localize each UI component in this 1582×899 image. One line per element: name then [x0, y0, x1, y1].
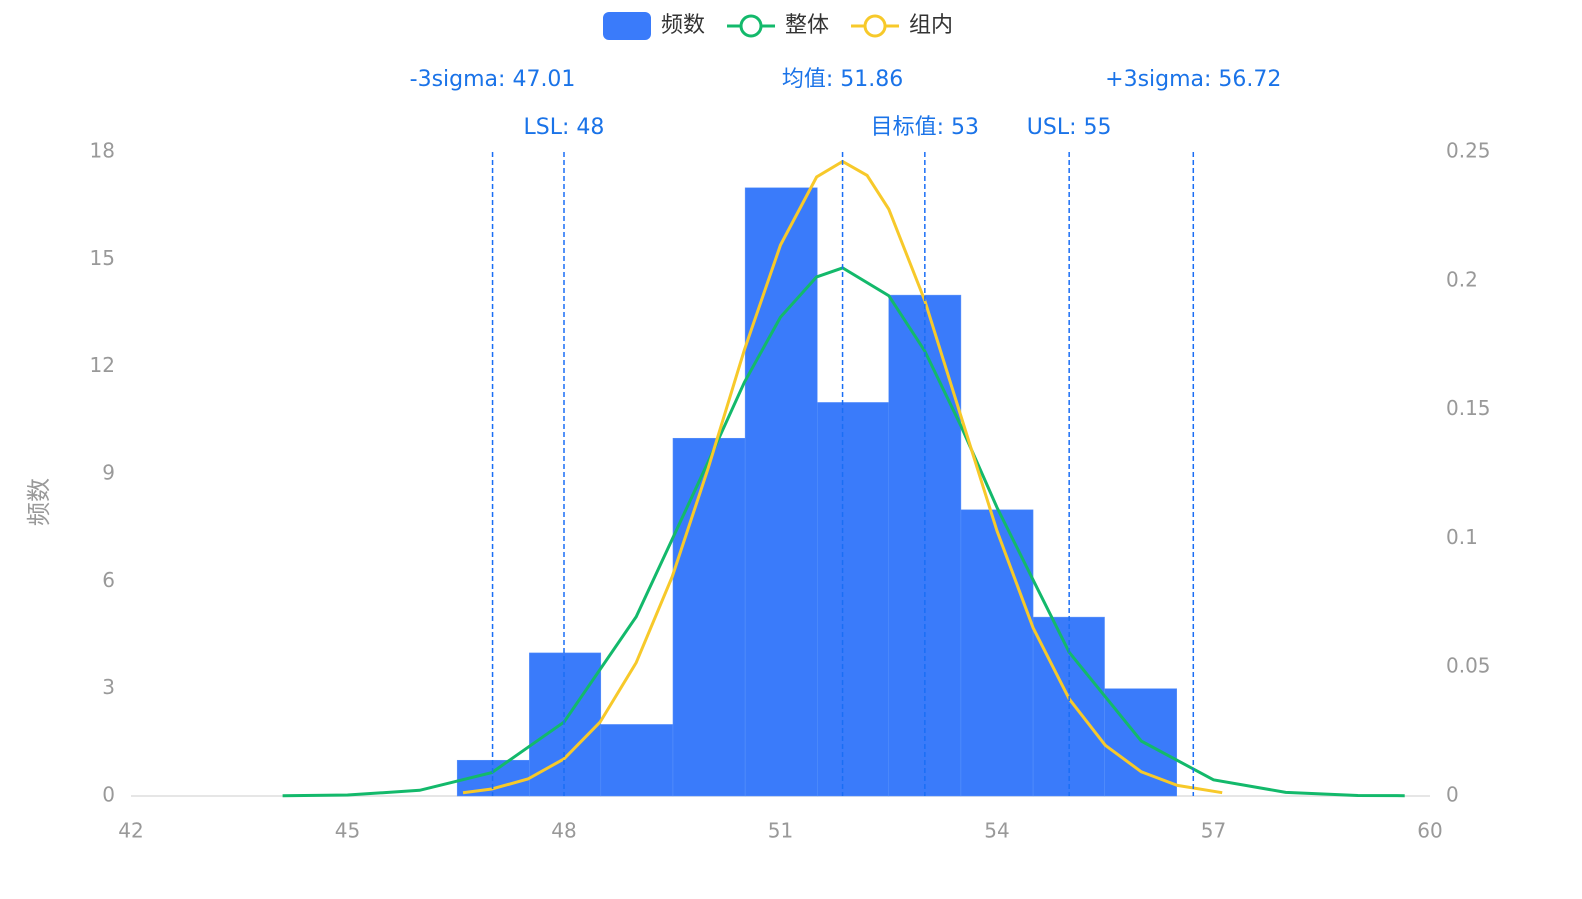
bar — [817, 402, 889, 797]
y2-tick-label: 0.25 — [1446, 139, 1491, 163]
y-tick-label: 9 — [102, 461, 115, 485]
legend-item: 频数 — [603, 12, 705, 40]
y2-tick-label: 0 — [1446, 783, 1459, 807]
legend-marker — [863, 14, 887, 38]
legend-marker — [739, 14, 763, 38]
legend-swatch — [603, 12, 651, 40]
x-tick-label: 48 — [551, 819, 576, 843]
bar — [672, 437, 746, 797]
legend-item: 组内 — [851, 13, 953, 38]
y-tick-label: 18 — [90, 139, 115, 163]
x-tick-label: 60 — [1417, 819, 1442, 843]
y-tick-label: 12 — [90, 353, 115, 377]
y2-tick-label: 0.05 — [1446, 654, 1491, 678]
bar — [600, 724, 674, 797]
bar — [960, 509, 1034, 797]
reference-label: 目标值: 53 — [871, 115, 979, 140]
reference-label: +3sigma: 56.72 — [1105, 67, 1281, 92]
x-tick-label: 51 — [768, 819, 793, 843]
reference-label: -3sigma: 47.01 — [410, 67, 576, 92]
bar — [744, 187, 818, 797]
x-tick-label: 57 — [1201, 819, 1226, 843]
y-tick-label: 3 — [102, 675, 115, 699]
legend-label: 组内 — [909, 13, 953, 38]
y2-tick-label: 0.2 — [1446, 267, 1478, 291]
x-tick-label: 45 — [335, 819, 360, 843]
y-tick-label: 6 — [102, 568, 115, 592]
legend-label: 整体 — [785, 13, 829, 38]
reference-label: 均值: 51.86 — [782, 67, 903, 92]
reference-label: LSL: 48 — [524, 115, 605, 140]
y-tick-label: 15 — [90, 246, 115, 270]
legend-item: 整体 — [727, 13, 829, 38]
legend-label: 频数 — [661, 13, 705, 38]
y-tick-label: 0 — [102, 783, 115, 807]
x-tick-label: 54 — [984, 819, 1009, 843]
bar — [529, 652, 602, 797]
y2-tick-label: 0.1 — [1446, 525, 1478, 549]
y2-tick-label: 0.15 — [1446, 396, 1491, 420]
x-tick-label: 42 — [118, 819, 143, 843]
reference-label: USL: 55 — [1027, 115, 1112, 140]
y-axis-title: 频数 — [25, 478, 53, 526]
